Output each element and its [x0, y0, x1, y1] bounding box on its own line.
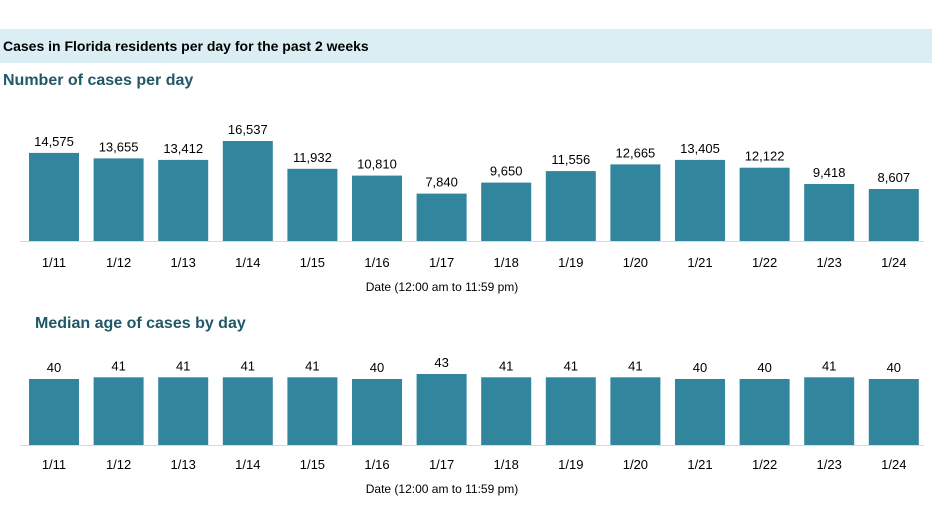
median-age-bar — [868, 379, 919, 445]
cases-bar — [158, 159, 209, 241]
median-age-data-label: 41 — [822, 358, 836, 373]
cases-tick-label: 1/18 — [494, 255, 519, 270]
median-age-tick-label: 1/21 — [687, 457, 712, 472]
cases-chart-title: Number of cases per day — [3, 72, 194, 89]
median-age-bar — [222, 377, 273, 445]
median-age-data-label: 41 — [564, 358, 578, 373]
median-age-tick-label: 1/11 — [42, 457, 66, 472]
cases-tick-label: 1/11 — [42, 255, 66, 270]
cases-tick-label: 1/20 — [623, 255, 648, 270]
cases-tick-label: 1/16 — [364, 255, 389, 270]
median-age-bar — [545, 377, 596, 445]
median-age-tick-label: 1/12 — [106, 457, 131, 472]
cases-data-label: 16,537 — [228, 122, 268, 137]
cases-bar — [29, 152, 79, 241]
cases-bar — [481, 182, 532, 241]
cases-tick-label: 1/14 — [235, 255, 260, 270]
median-age-tick-label: 1/17 — [429, 457, 454, 472]
cases-data-label: 12,665 — [616, 145, 656, 160]
cases-bar — [739, 167, 790, 241]
median-age-chart-title: Median age of cases by day — [35, 315, 246, 332]
cases-data-label: 13,405 — [680, 141, 720, 156]
median-age-tick-label: 1/15 — [300, 457, 325, 472]
cases-bar — [352, 175, 402, 241]
median-age-tick-label: 1/22 — [752, 457, 777, 472]
median-age-bar — [481, 377, 532, 445]
median-age-bar — [416, 374, 467, 445]
median-age-tick-label: 1/23 — [817, 457, 842, 472]
median-age-data-label: 41 — [241, 358, 255, 373]
cases-data-label: 11,556 — [551, 152, 590, 167]
cases-data-label: 9,650 — [490, 164, 523, 179]
cases-bar — [287, 168, 338, 241]
median-age-data-label: 41 — [111, 358, 125, 373]
cases-data-label: 7,840 — [425, 175, 458, 190]
cases-data-label: 8,607 — [878, 170, 911, 185]
median-age-bar — [739, 379, 790, 445]
cases-tick-label: 1/13 — [171, 255, 196, 270]
median-age-data-label: 41 — [176, 358, 190, 373]
cases-bar — [675, 159, 725, 241]
median-age-data-label: 40 — [693, 360, 707, 375]
median-age-data-label: 41 — [305, 358, 319, 373]
cases-data-label: 14,575 — [34, 134, 74, 149]
median-age-data-label: 41 — [628, 358, 642, 373]
cases-tick-label: 1/21 — [687, 255, 712, 270]
cases-data-label: 13,412 — [163, 141, 203, 156]
cases-data-label: 13,655 — [99, 139, 139, 154]
cases-tick-label: 1/23 — [817, 255, 842, 270]
cases-bar — [804, 184, 855, 241]
cases-bar — [222, 141, 273, 241]
header-banner: Cases in Florida residents per day for t… — [0, 29, 932, 63]
cases-bar — [545, 171, 596, 241]
cases-bar — [416, 193, 467, 241]
median-age-tick-label: 1/24 — [881, 457, 906, 472]
cases-tick-label: 1/15 — [300, 255, 325, 270]
median-age-data-label: 40 — [370, 360, 384, 375]
median-age-tick-label: 1/14 — [235, 457, 260, 472]
median-age-bar — [675, 379, 725, 445]
cases-bar — [868, 189, 919, 241]
median-age-data-label: 40 — [887, 360, 901, 375]
median-age-data-label: 41 — [499, 358, 513, 373]
cases-bar — [610, 164, 661, 241]
median-age-bar — [287, 377, 338, 445]
median-age-tick-label: 1/19 — [558, 457, 583, 472]
median-age-bar — [610, 377, 661, 445]
median-age-bar — [29, 379, 79, 445]
cases-data-label: 11,932 — [293, 150, 332, 165]
page-title: Cases in Florida residents per day for t… — [3, 38, 369, 54]
median-age-tick-label: 1/18 — [494, 457, 519, 472]
median-age-tick-label: 1/13 — [171, 457, 196, 472]
median-age-tick-label: 1/16 — [364, 457, 389, 472]
median-age-bar — [158, 377, 209, 445]
median-age-x-axis-label: Date (12:00 am to 11:59 pm) — [366, 482, 519, 496]
median-age-bar — [804, 377, 855, 445]
cases-tick-label: 1/24 — [881, 255, 906, 270]
cases-bar — [93, 158, 144, 241]
cases-data-label: 10,810 — [357, 157, 397, 172]
median-age-bar — [93, 377, 144, 445]
cases-tick-label: 1/12 — [106, 255, 131, 270]
median-age-data-label: 43 — [434, 355, 448, 370]
cases-tick-label: 1/19 — [558, 255, 583, 270]
median-age-data-label: 40 — [47, 360, 61, 375]
cases-tick-label: 1/17 — [429, 255, 454, 270]
median-age-data-label: 40 — [757, 360, 771, 375]
cases-x-axis-label: Date (12:00 am to 11:59 pm) — [366, 280, 519, 294]
cases-data-label: 12,122 — [745, 149, 785, 164]
median-age-bar — [352, 379, 402, 445]
cases-data-label: 9,418 — [813, 165, 846, 180]
median-age-tick-label: 1/20 — [623, 457, 648, 472]
cases-tick-label: 1/22 — [752, 255, 777, 270]
